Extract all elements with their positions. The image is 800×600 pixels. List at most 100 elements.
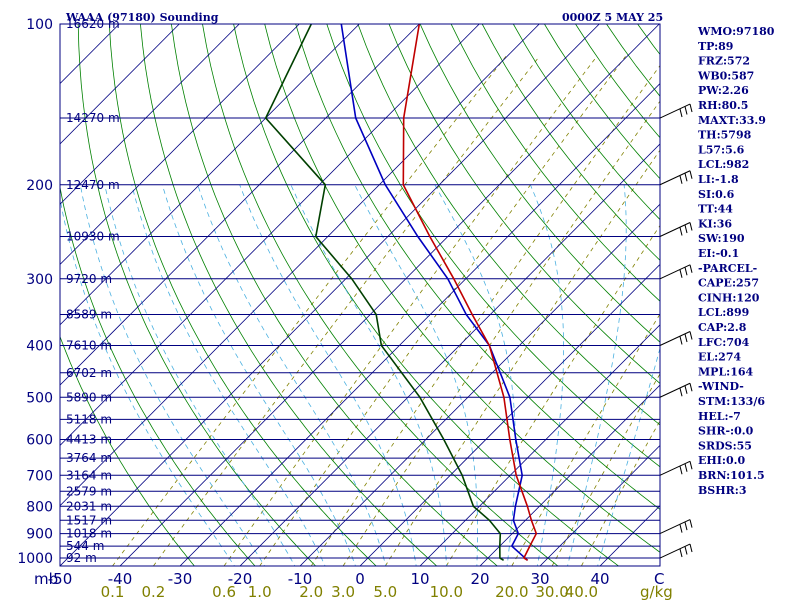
pressure-unit-label: mb <box>34 570 58 588</box>
moist-adiabat-line <box>60 196 235 566</box>
mixing-ratio-line <box>342 100 660 566</box>
wind-barb-staff <box>659 519 691 535</box>
wind-barb-flag <box>689 543 693 553</box>
height-label: 6702 m <box>66 366 112 380</box>
sounding-index: SHR-:0.0 <box>698 425 754 438</box>
sounding-index: CAP:2.8 <box>698 321 747 334</box>
dry-adiabat-line <box>388 24 660 384</box>
temperature-label: -40 <box>108 570 133 588</box>
wind-barb-flag <box>679 548 683 558</box>
sounding-index: BRN:101.5 <box>698 469 765 482</box>
sounding-index: EL:274 <box>698 351 741 364</box>
moist-adiabat-line <box>290 184 447 566</box>
isotherm-line <box>119 24 660 566</box>
height-label: 10930 m <box>66 230 120 244</box>
pressure-label: 200 <box>26 178 53 194</box>
wind-barb-flag <box>679 175 683 184</box>
mixing-ratio-label: 3.0 <box>331 583 355 600</box>
wind-barb-flag <box>684 385 688 394</box>
sounding-index: SRDS:55 <box>698 439 752 452</box>
temperature-label: 20 <box>470 570 489 588</box>
moist-adiabat-line <box>131 184 326 566</box>
temperature-label: -50 <box>48 570 73 588</box>
mixing-ratio-label: 20.0 <box>495 583 528 600</box>
temperature-label: -30 <box>168 570 193 588</box>
mixing-ratio-label: 0.2 <box>141 583 165 600</box>
dry-adiabat-line <box>60 335 195 566</box>
height-labels: 16620 m 14270 m 12470 m 10930 m 9720 m 8589 m… <box>66 17 120 565</box>
wind-barb <box>659 222 693 237</box>
dry-adiabat-line <box>264 24 660 553</box>
dry-adiabat-line <box>295 24 660 510</box>
wind-barb-flag <box>679 524 683 533</box>
wind-barb <box>659 264 693 280</box>
wind-barb <box>659 519 693 535</box>
sounding-index: WB0:587 <box>697 69 754 82</box>
isotherm-line <box>60 24 180 145</box>
temperature-label: -20 <box>228 570 253 588</box>
mixing-ratio-labels: 0.1 0.2 0.6 1.0 2.0 3.0 5.0 10.0 20.0 30.040.0 <box>101 583 599 600</box>
wind-barb-flag <box>684 224 688 234</box>
height-label: 5890 m <box>66 390 112 404</box>
height-label: 1018 m <box>66 527 112 541</box>
wind-barb-flag <box>684 463 688 472</box>
height-label: 14270 m <box>66 111 120 125</box>
height-label: 2579 m <box>66 484 112 498</box>
isotherm-line <box>60 24 480 446</box>
height-label: 8589 m <box>66 308 112 322</box>
pressure-axis-labels: 100 200 300 400 500 600 700 800 900 1000 <box>17 17 53 567</box>
dewpoint-trace <box>264 24 505 561</box>
sounding-index: HEL:-7 <box>698 410 741 423</box>
sounding-index: LCL:982 <box>698 158 749 171</box>
dry-adiabat-line <box>575 24 660 139</box>
isotherm-line <box>60 24 240 205</box>
wind-barb-staff <box>659 170 691 186</box>
height-label: 1517 m <box>66 513 112 527</box>
temperature-unit-label: C <box>654 570 664 588</box>
isotherm-line <box>539 444 660 566</box>
wind-barb-flag <box>679 466 683 475</box>
sounding-index: -WIND- <box>698 380 744 393</box>
sounding-index: SI:0.6 <box>698 188 735 201</box>
wind-barb-flag <box>679 269 683 278</box>
wind-barb <box>659 382 693 398</box>
wind-barb-staff <box>659 264 691 280</box>
dry-adiabat-line <box>419 24 660 343</box>
mixing-ratio-label: 1.0 <box>248 583 272 600</box>
temperature-label: 30 <box>530 570 549 588</box>
height-label: 16620 m <box>66 17 120 31</box>
wind-barb-flag <box>684 521 688 531</box>
moist-adiabat-line <box>597 346 660 566</box>
height-label: 5118 m <box>66 412 112 426</box>
wind-barb-flag <box>689 264 693 273</box>
sounding-index: LI:-1.8 <box>698 173 739 186</box>
wind-barb-staff <box>659 543 691 559</box>
mixing-ratio-line <box>153 56 540 566</box>
wind-barb <box>659 543 693 559</box>
height-label: 7610 m <box>66 339 112 353</box>
wind-barb-flag <box>689 170 693 179</box>
sounding-index: CINH:120 <box>698 291 760 304</box>
moist-adiabat-line <box>104 184 296 566</box>
wind-barb-flag <box>684 546 688 555</box>
sounding-index: FRZ:572 <box>698 55 750 68</box>
pressure-label: 500 <box>26 390 53 406</box>
wind-barb-staff <box>659 460 691 476</box>
chart-title: WAAA (97180) Sounding <box>65 11 219 24</box>
mixing-ratio-line <box>112 56 507 566</box>
height-label: 92 m <box>66 551 97 565</box>
temperature-trace <box>402 24 538 561</box>
wind-barb-flag <box>689 519 693 528</box>
sounding-index: WMO:97180 <box>697 25 775 38</box>
isotherm-line <box>179 83 660 566</box>
sounding-index: TP:89 <box>698 40 733 53</box>
mixing-ratio-label: 5.0 <box>373 583 397 600</box>
pressure-label: 1000 <box>17 551 53 567</box>
wind-barb-flag <box>679 336 683 345</box>
mixing-ratio-line <box>310 64 660 566</box>
dry-adiabat-line <box>202 24 559 566</box>
mixing-ratio-line <box>551 373 660 566</box>
mixing-ratio-label: 2.0 <box>299 583 323 600</box>
isotherm-line <box>60 24 360 326</box>
